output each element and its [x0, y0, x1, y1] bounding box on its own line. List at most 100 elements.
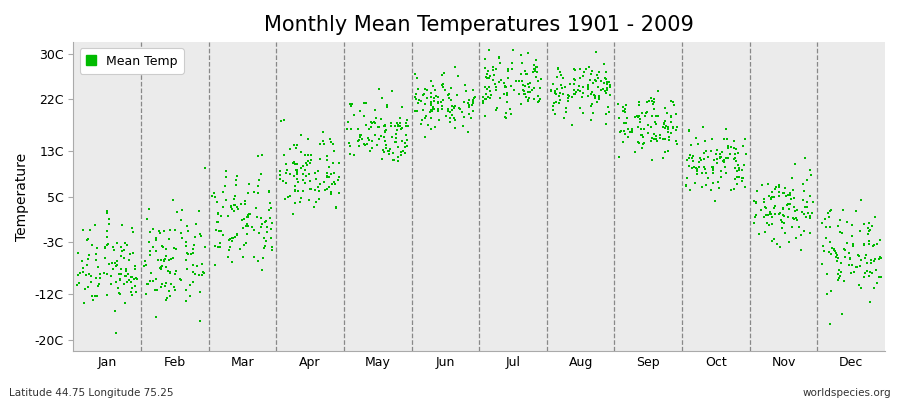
Point [838, 247, 852, 253]
Point [369, 114, 383, 121]
Point [529, 69, 544, 76]
Point [186, 246, 201, 252]
Point [663, 98, 678, 104]
Point [770, 241, 785, 248]
Point [499, 84, 513, 90]
Point [126, 250, 140, 256]
Point [154, 284, 168, 290]
Point [85, 242, 99, 248]
Point [651, 88, 665, 94]
Point [375, 95, 390, 101]
Point [572, 87, 586, 93]
Point [644, 113, 659, 119]
Point [854, 256, 868, 263]
Point [351, 143, 365, 149]
Point [326, 141, 340, 148]
Point [528, 74, 543, 80]
Point [130, 276, 145, 282]
Point [685, 165, 699, 171]
Point [763, 211, 778, 217]
Point [748, 214, 762, 220]
Point [617, 131, 632, 138]
Point [652, 132, 667, 138]
Point [576, 84, 590, 90]
Point [309, 176, 323, 182]
Point [328, 204, 343, 210]
Point [518, 70, 533, 77]
Point [256, 152, 270, 159]
Point [322, 174, 337, 180]
Point [550, 86, 564, 92]
Point [528, 63, 543, 70]
Point [455, 123, 470, 130]
Point [295, 162, 310, 169]
Point [308, 170, 322, 177]
Point [377, 148, 392, 155]
Point [331, 177, 346, 183]
Point [734, 166, 749, 173]
Point [870, 241, 885, 247]
Point [420, 122, 435, 129]
Point [572, 83, 586, 89]
Point [683, 152, 698, 158]
Point [852, 253, 867, 259]
Point [428, 98, 442, 104]
Point [143, 229, 157, 235]
Point [557, 114, 572, 121]
Point [424, 126, 438, 132]
Point [320, 174, 334, 180]
Point [552, 93, 566, 100]
Point [290, 160, 304, 167]
Point [730, 168, 744, 174]
Point [280, 167, 294, 173]
Point [719, 155, 733, 161]
Point [160, 268, 175, 274]
Point [327, 169, 341, 176]
Point [500, 92, 514, 98]
Point [118, 273, 132, 280]
Point [865, 270, 879, 276]
Point [229, 176, 243, 183]
Point [531, 98, 545, 105]
Point [796, 210, 811, 217]
Point [254, 171, 268, 178]
Point [138, 258, 152, 264]
Point [724, 187, 738, 193]
Point [431, 94, 446, 100]
Point [842, 262, 856, 268]
Point [362, 126, 376, 132]
Point [290, 171, 304, 177]
Point [500, 89, 514, 96]
Point [155, 281, 169, 288]
Point [662, 134, 677, 140]
Point [631, 114, 645, 120]
Point [243, 211, 257, 218]
Point [775, 225, 789, 231]
Point [89, 251, 104, 257]
Point [374, 115, 388, 122]
Point [849, 264, 863, 270]
Point [478, 84, 492, 90]
Point [222, 235, 237, 242]
Point [448, 117, 463, 124]
Point [670, 140, 684, 147]
Point [112, 271, 126, 278]
Point [218, 183, 232, 190]
Point [705, 148, 719, 154]
Point [377, 122, 392, 129]
Point [437, 87, 452, 93]
Point [360, 141, 374, 147]
Point [762, 209, 777, 215]
Point [547, 90, 562, 96]
Point [562, 93, 576, 99]
Point [633, 119, 647, 125]
Point [758, 204, 772, 210]
Point [690, 170, 705, 177]
Point [799, 214, 814, 220]
Point [164, 281, 178, 288]
Point [383, 120, 398, 126]
Point [614, 128, 628, 134]
Point [861, 240, 876, 247]
Point [400, 117, 415, 124]
Point [591, 69, 606, 76]
